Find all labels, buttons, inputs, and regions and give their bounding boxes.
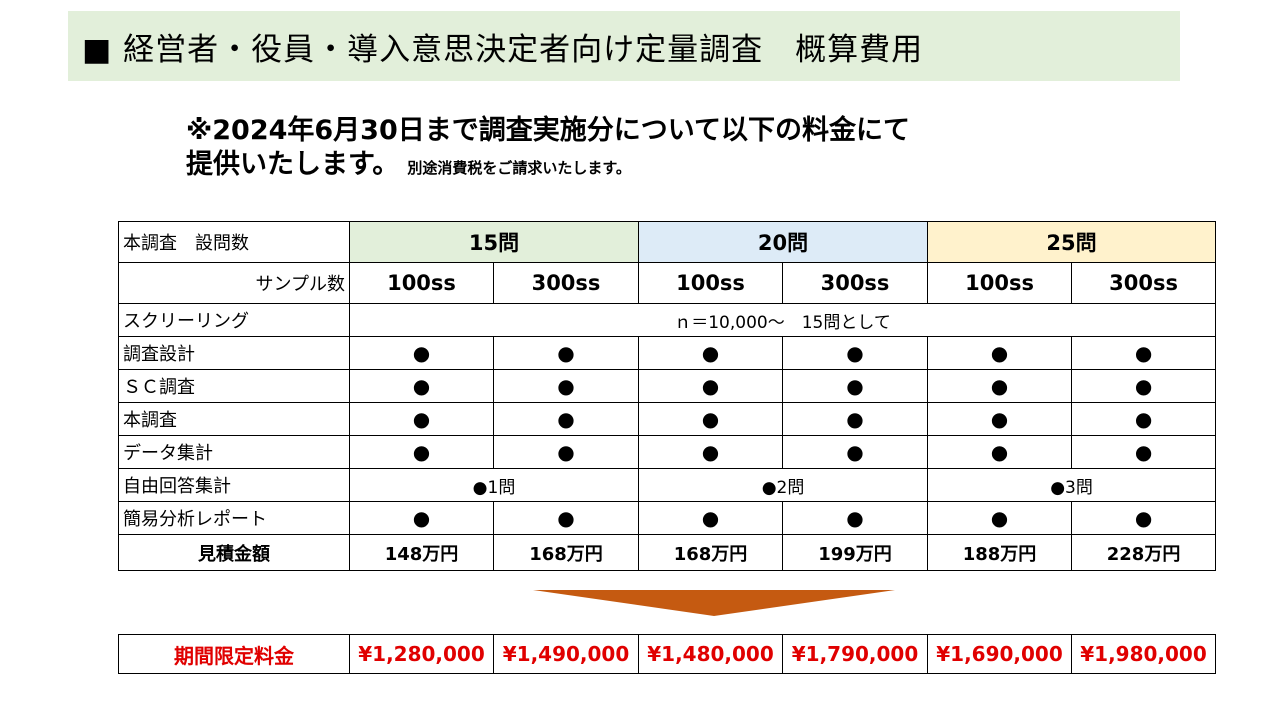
promo-row: 期間限定料金 ¥1,280,000 ¥1,490,000 ¥1,480,000 …: [118, 634, 1216, 674]
group-20-header: 20問: [638, 221, 929, 263]
sample-size-cell: 100ss: [638, 262, 784, 304]
included-mark: ●: [638, 501, 784, 535]
estimate-value: 168万円: [492, 534, 640, 571]
included-mark: ●: [927, 369, 1073, 403]
report-row: 簡易分析レポート ● ● ● ● ● ●: [118, 501, 1217, 535]
notice-line-2: 提供いたします。 別途消費税をご請求いたします。: [186, 148, 910, 185]
row-label: 調査設計: [118, 336, 350, 370]
included-mark: ●: [492, 501, 640, 535]
included-mark: ●: [927, 501, 1073, 535]
promo-price: ¥1,280,000: [349, 634, 494, 674]
estimate-row: 見積金額 148万円 168万円 168万円 199万円 188万円 228万円: [118, 534, 1217, 571]
notice-line-2-text: 提供いたします。: [186, 149, 400, 180]
included-mark: ●: [782, 501, 929, 535]
included-mark: ●: [1071, 501, 1217, 535]
free-answer-value: ●1問: [348, 468, 640, 502]
sample-size-cell: 300ss: [492, 262, 640, 304]
estimate-value: 228万円: [1071, 534, 1217, 571]
sample-size-cell: 100ss: [349, 262, 494, 304]
row-label: 本調査: [118, 402, 350, 436]
row-label: スクリーリング: [118, 303, 350, 337]
table-row: データ集計 ● ● ● ● ● ●: [118, 435, 1217, 469]
row-label: 自由回答集計: [118, 468, 350, 502]
promo-price: ¥1,980,000: [1071, 634, 1216, 674]
included-mark: ●: [927, 402, 1073, 436]
pricing-table: 本調査 設問数 15問 20問 25問 サンプル数 100ss 300ss 10…: [118, 221, 1217, 571]
row-label: 簡易分析レポート: [118, 501, 350, 535]
row-label: データ集計: [118, 435, 350, 469]
table-row: ＳＣ調査 ● ● ● ● ● ●: [118, 369, 1217, 403]
estimate-value: 188万円: [927, 534, 1073, 571]
estimate-label: 見積金額: [118, 534, 350, 571]
included-mark: ●: [638, 336, 784, 370]
included-mark: ●: [1071, 402, 1217, 436]
estimate-value: 168万円: [638, 534, 784, 571]
sample-size-cell: 100ss: [927, 262, 1073, 304]
included-mark: ●: [349, 336, 494, 370]
page-title: ■ 経営者・役員・導入意思決定者向け定量調査 概算費用: [82, 31, 924, 68]
included-mark: ●: [349, 435, 494, 469]
free-answer-value: ●3問: [927, 468, 1217, 502]
group-15-header: 15問: [348, 221, 640, 263]
included-mark: ●: [1071, 336, 1217, 370]
included-mark: ●: [927, 435, 1073, 469]
free-answer-row: 自由回答集計 ●1問 ●2問 ●3問: [118, 468, 1217, 502]
free-answer-value: ●2問: [638, 468, 929, 502]
estimate-value: 148万円: [349, 534, 494, 571]
included-mark: ●: [782, 336, 929, 370]
sample-size-row: サンプル数 100ss 300ss 100ss 300ss 100ss 300s…: [118, 262, 1217, 304]
table-row: 調査設計 ● ● ● ● ● ●: [118, 336, 1217, 370]
included-mark: ●: [782, 435, 929, 469]
sample-size-cell: 300ss: [782, 262, 929, 304]
included-mark: ●: [492, 435, 640, 469]
header-row: 本調査 設問数 15問 20問 25問: [118, 221, 1217, 263]
included-mark: ●: [1071, 369, 1217, 403]
notice-line-1: ※2024年6月30日まで調査実施分について以下の料金にて: [186, 115, 910, 146]
included-mark: ●: [638, 369, 784, 403]
sample-size-label: サンプル数: [118, 262, 350, 304]
screening-row: スクリーリング ｎ＝10,000～ 15問として: [118, 303, 1217, 337]
included-mark: ●: [1071, 435, 1217, 469]
question-count-label: 本調査 設問数: [118, 221, 350, 263]
screening-value: ｎ＝10,000～ 15問として: [348, 303, 1217, 337]
promo-price: ¥1,790,000: [782, 634, 928, 674]
included-mark: ●: [349, 369, 494, 403]
included-mark: ●: [349, 402, 494, 436]
included-mark: ●: [492, 369, 640, 403]
included-mark: ●: [782, 402, 929, 436]
tax-note: 別途消費税をご請求いたします。: [407, 159, 631, 177]
included-mark: ●: [492, 402, 640, 436]
promo-price-table: 期間限定料金 ¥1,280,000 ¥1,490,000 ¥1,480,000 …: [118, 634, 1216, 674]
estimate-value: 199万円: [782, 534, 929, 571]
table-row: 本調査 ● ● ● ● ● ●: [118, 402, 1217, 436]
group-25-header: 25問: [927, 221, 1217, 263]
sample-size-cell: 300ss: [1071, 262, 1217, 304]
promo-price: ¥1,690,000: [927, 634, 1072, 674]
promo-label: 期間限定料金: [118, 634, 350, 674]
included-mark: ●: [927, 336, 1073, 370]
notice: ※2024年6月30日まで調査実施分について以下の料金にて 提供いたします。 別途…: [186, 114, 910, 185]
included-mark: ●: [638, 435, 784, 469]
included-mark: ●: [492, 336, 640, 370]
promo-price: ¥1,490,000: [493, 634, 639, 674]
promo-price: ¥1,480,000: [638, 634, 783, 674]
down-arrow-icon: [533, 590, 895, 616]
included-mark: ●: [782, 369, 929, 403]
included-mark: ●: [638, 402, 784, 436]
included-mark: ●: [349, 501, 494, 535]
title-bar: ■ 経営者・役員・導入意思決定者向け定量調査 概算費用: [68, 11, 1180, 81]
row-label: ＳＣ調査: [118, 369, 350, 403]
